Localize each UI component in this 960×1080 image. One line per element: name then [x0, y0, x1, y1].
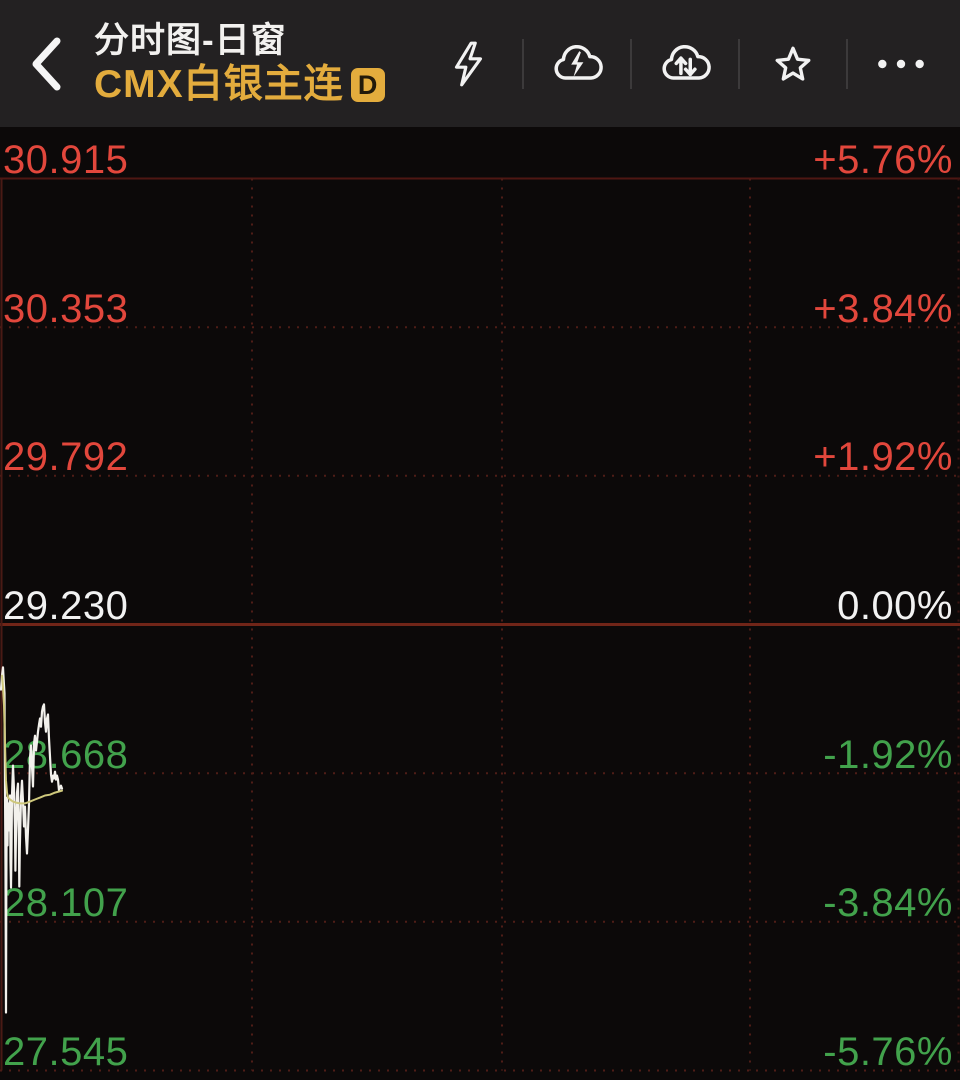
header-divider [738, 38, 740, 89]
instrument-title: CMX白银主连 [94, 62, 344, 106]
percent-label: +1.92% [813, 435, 953, 479]
header-divider [522, 38, 524, 89]
flash-button[interactable] [416, 0, 522, 127]
price-label-prev-close: 29.230 [3, 584, 129, 628]
percent-label: -5.76% [823, 1030, 953, 1074]
percent-label: +3.84% [813, 287, 953, 331]
cloud-flash-button[interactable] [524, 0, 630, 127]
percent-label: -1.92% [823, 733, 953, 777]
back-chevron-icon [32, 37, 61, 90]
instrument-row: CMX白银主连 D [94, 62, 385, 108]
header-divider [846, 38, 848, 89]
price-label: 28.668 [3, 733, 129, 777]
percent-label: +5.76% [813, 138, 953, 182]
more-ellipsis-icon [878, 59, 924, 68]
cloud-flash-icon [554, 44, 603, 80]
price-label: 27.545 [3, 1030, 129, 1074]
more-button[interactable] [848, 0, 954, 127]
price-label: 30.915 [3, 138, 129, 182]
price-label: 28.107 [3, 881, 129, 925]
header-actions [416, 0, 960, 127]
back-button[interactable] [24, 32, 68, 96]
daily-window-badge: D [350, 67, 385, 102]
title-block: 分时图-日窗 CMX白银主连 D [94, 20, 385, 108]
price-label: 30.353 [3, 287, 129, 331]
cloud-transfer-icon [662, 44, 711, 80]
percent-label: -3.84% [823, 881, 953, 925]
percent-label-zero: 0.00% [837, 584, 953, 628]
favorite-button[interactable] [740, 0, 846, 127]
header-divider [630, 38, 632, 89]
header: 分时图-日窗 CMX白银主连 D [0, 0, 960, 127]
price-label: 29.792 [3, 435, 129, 479]
flash-icon [454, 41, 483, 86]
star-icon [775, 46, 811, 81]
minute-chart-area[interactable] [0, 127, 960, 1080]
page-title: 分时图-日窗 [94, 20, 287, 60]
cloud-transfer-button[interactable] [632, 0, 738, 127]
